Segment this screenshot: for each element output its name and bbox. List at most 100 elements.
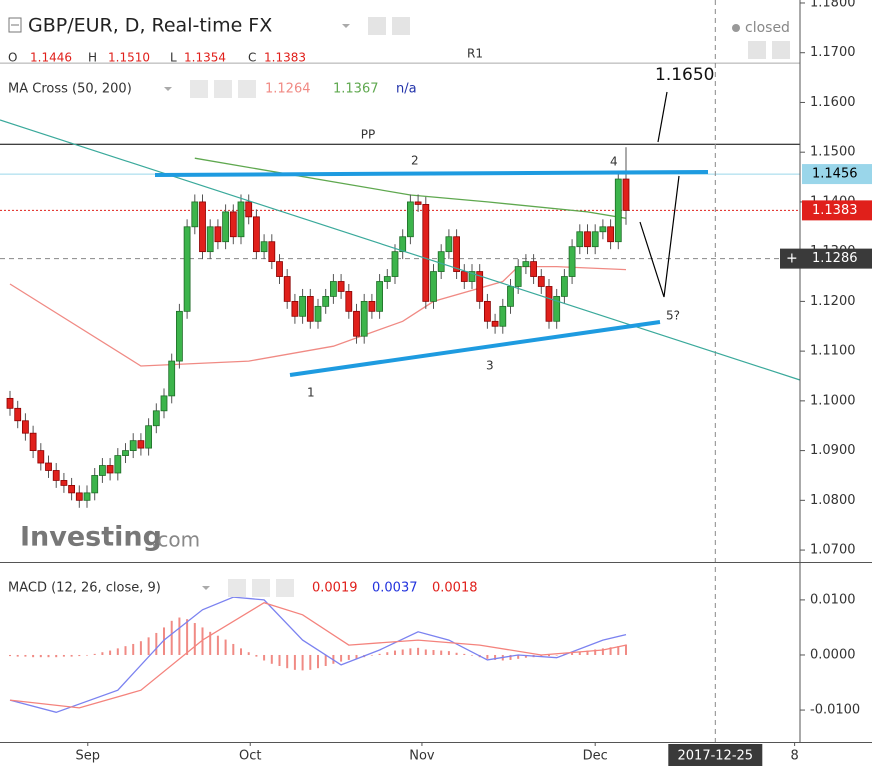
- histogram-bar: [486, 654, 489, 659]
- date-badge: [668, 744, 763, 766]
- settings-button[interactable]: [214, 80, 232, 98]
- histogram-bar: [340, 654, 343, 662]
- histogram-bar: [601, 648, 604, 655]
- histogram-bar: [370, 654, 373, 656]
- histogram-bar: [78, 654, 81, 657]
- candle-body: [291, 300, 299, 317]
- symbol-title: GBP/EUR, D, Real-time FX: [28, 15, 272, 37]
- settings-button[interactable]: [252, 579, 270, 597]
- market-status: closed: [745, 20, 790, 36]
- candle-body: [222, 211, 230, 243]
- resistance-line: [154, 170, 709, 177]
- y-tick-label: 0.0100: [810, 592, 856, 607]
- histogram-bar: [494, 654, 497, 660]
- candle-body: [622, 178, 630, 211]
- histogram-bar: [624, 644, 627, 655]
- candle-body: [460, 271, 468, 282]
- candle-body: [568, 246, 576, 277]
- histogram-bar: [455, 652, 458, 655]
- histogram-bar: [524, 654, 527, 658]
- overlay-layer: 1.1456 1.1383 1.1286 +2017-12-25: [668, 164, 872, 766]
- candle-body: [176, 310, 183, 362]
- histogram-bar: [440, 650, 443, 655]
- candle-body: [376, 281, 383, 312]
- histogram-bar: [193, 623, 196, 655]
- close-button[interactable]: [276, 579, 294, 597]
- candle-body: [530, 261, 537, 277]
- histogram-bar: [463, 653, 466, 655]
- ohlc-value: 1.1354: [184, 51, 226, 65]
- histogram-bar: [578, 651, 581, 655]
- candle-body: [299, 296, 306, 317]
- candle-body: [283, 276, 291, 302]
- candle-body: [507, 286, 514, 307]
- histogram-bar: [116, 648, 119, 655]
- candle-body: [145, 425, 153, 449]
- histogram-bar: [571, 652, 574, 655]
- indicator-line: [9, 601, 627, 709]
- settings-button[interactable]: [392, 17, 410, 35]
- ohlc-value: 1.1510: [108, 51, 150, 65]
- candle-body: [414, 201, 422, 205]
- candle-body: [253, 216, 260, 253]
- candle-body: [106, 465, 114, 474]
- indicator-value: 1.1367: [333, 82, 379, 97]
- histogram-bar: [55, 654, 58, 658]
- up-button[interactable]: [772, 41, 790, 59]
- histogram-bar: [517, 654, 520, 659]
- histogram-bar: [301, 654, 304, 671]
- candle-body: [14, 407, 22, 422]
- histogram-bar: [424, 649, 427, 655]
- dropdown-caret[interactable]: [342, 24, 350, 28]
- dropdown-caret[interactable]: [202, 586, 210, 590]
- candle-body: [37, 450, 45, 464]
- histogram-bar: [540, 654, 543, 657]
- candle-body: [322, 296, 330, 307]
- candle-body: [152, 410, 160, 427]
- histogram-bar: [70, 654, 73, 657]
- candle-body: [114, 455, 122, 474]
- collapse-icon[interactable]: [8, 17, 22, 33]
- projection-path: [639, 175, 680, 298]
- y-tick-label: -0.0100: [810, 703, 860, 718]
- eye-button[interactable]: [368, 17, 386, 35]
- candle-body: [468, 271, 476, 282]
- histogram-bar: [101, 652, 104, 655]
- y-tick-label: 1.0900: [810, 443, 856, 458]
- candle-body: [214, 226, 222, 243]
- indicator-line: [9, 596, 627, 713]
- histogram-bar: [255, 654, 258, 657]
- price-badge-label: 1.1383: [812, 203, 858, 218]
- y-tick-label: 1.1700: [810, 45, 856, 60]
- histogram-bar: [286, 654, 289, 669]
- dropdown-caret[interactable]: [164, 87, 172, 91]
- candle-body: [122, 450, 129, 456]
- candle-body: [268, 241, 276, 263]
- histogram-bar: [409, 648, 412, 655]
- histogram-bar: [24, 654, 27, 657]
- histogram-bar: [447, 651, 450, 655]
- candle-body: [45, 462, 52, 471]
- pivot-label: R1: [467, 47, 483, 61]
- eye-button[interactable]: [190, 80, 208, 98]
- histogram-bar: [309, 654, 312, 670]
- histogram-bar: [547, 654, 550, 657]
- macd-value: 0.0019: [312, 581, 358, 596]
- candle-body: [52, 470, 60, 481]
- candle-body: [160, 395, 168, 412]
- date-badge-label: 2017-12-25: [678, 749, 754, 764]
- price-badge-label: 1.1456: [812, 167, 858, 182]
- candle-body: [383, 276, 391, 282]
- indicator-line: [194, 157, 627, 219]
- candle-body: [75, 492, 83, 501]
- histogram-bar: [39, 654, 42, 658]
- ohlc-value: 1.1446: [30, 51, 72, 65]
- down-button[interactable]: [748, 41, 766, 59]
- close-button[interactable]: [238, 80, 256, 98]
- candle-body: [99, 465, 106, 476]
- candle-body: [337, 281, 345, 292]
- indicator-line: [9, 265, 627, 367]
- candle-body: [483, 300, 491, 322]
- candle-body: [399, 236, 407, 253]
- eye-button[interactable]: [228, 579, 246, 597]
